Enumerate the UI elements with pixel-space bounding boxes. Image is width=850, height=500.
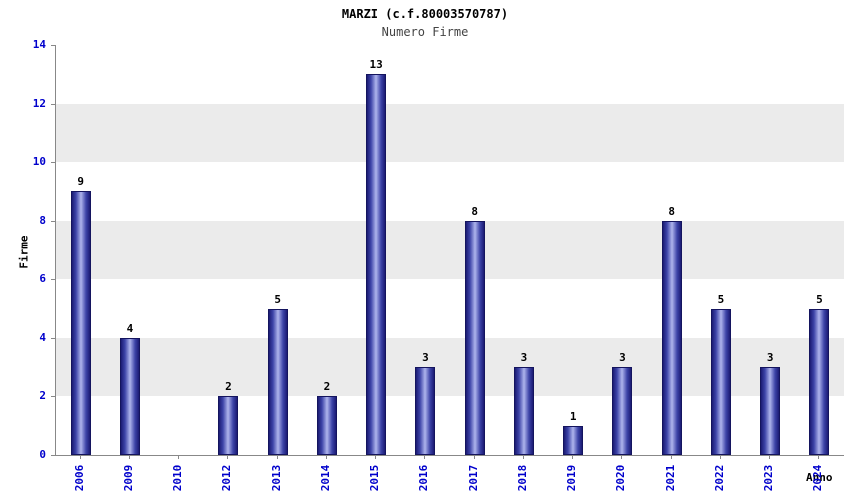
bar-value-label: 3: [422, 351, 429, 365]
bar-2018: [513, 367, 534, 455]
x-tick-label: 2010: [171, 464, 185, 492]
y-axis-title: Firme: [17, 235, 31, 269]
bar-2019: [563, 425, 584, 455]
x-tick-mark: [424, 456, 426, 459]
y-tick-mark: [51, 396, 55, 398]
x-tick-label: 2016: [417, 464, 431, 492]
x-tick-label: 2009: [121, 464, 135, 492]
y-tick-label: 0: [39, 448, 46, 461]
x-tick-label: 2023: [762, 464, 776, 492]
bar-value-label: 13: [369, 58, 383, 72]
bar-2016: [415, 367, 436, 455]
x-tick-mark: [375, 456, 377, 459]
y-tick-mark: [51, 455, 55, 456]
bar-value-label: 2: [225, 380, 232, 394]
plot-band: [56, 103, 844, 163]
bar-2022: [710, 308, 731, 455]
x-tick-mark: [473, 456, 475, 459]
bar-2021: [661, 220, 682, 455]
chart-title: MARZI (c.f.80003570787): [341, 7, 509, 21]
y-tick-label: 2: [39, 389, 46, 403]
bar-value-label: 9: [77, 175, 84, 189]
bar-value-label: 3: [619, 351, 626, 365]
bar-value-label: 4: [126, 321, 134, 335]
plot-band: [56, 220, 844, 280]
bar-value-label: 2: [323, 380, 331, 394]
bar-2013: [267, 308, 288, 455]
x-tick-mark: [670, 456, 672, 459]
y-tick-label: 14: [32, 38, 46, 51]
x-tick-mark: [325, 456, 327, 459]
bar-2024: [809, 308, 830, 455]
y-tick-label: 6: [39, 272, 46, 286]
x-tick-mark: [769, 456, 771, 459]
bar-value-label: 1: [569, 409, 577, 423]
x-tick-label: 2017: [466, 464, 480, 492]
x-axis-title: Anno: [806, 471, 833, 484]
x-tick-mark: [178, 456, 180, 459]
x-tick-mark: [79, 456, 81, 459]
x-tick-mark: [572, 456, 574, 459]
bar-value-label: 5: [816, 292, 823, 306]
bar-2006: [70, 191, 91, 455]
x-tick-mark: [227, 456, 229, 459]
bar-value-label: 3: [520, 351, 528, 365]
bar-2020: [612, 367, 633, 455]
x-tick-label: 2006: [72, 464, 86, 492]
x-tick-label: 2024: [811, 464, 825, 492]
bar-2014: [316, 396, 337, 455]
plot-band: [56, 45, 844, 104]
x-tick-label: 2018: [515, 464, 529, 492]
bar-value-label: 8: [471, 204, 478, 218]
chart-subtitle: Numero Firme: [381, 25, 469, 39]
plot-band: [56, 162, 844, 221]
x-tick-mark: [818, 456, 820, 459]
x-tick-mark: [276, 456, 278, 459]
x-tick-label: 2019: [565, 464, 579, 492]
bar-value-label: 8: [668, 204, 675, 218]
x-tick-label: 2022: [712, 464, 726, 492]
bar-2009: [119, 337, 140, 455]
x-tick-mark: [719, 456, 721, 459]
x-tick-label: 2012: [220, 464, 234, 492]
bar-2012: [218, 396, 239, 455]
x-tick-label: 2021: [663, 464, 677, 492]
bar-value-label: 3: [766, 351, 774, 365]
bar-2017: [464, 220, 485, 455]
bar-value-label: 5: [717, 292, 725, 306]
y-tick-mark: [51, 220, 55, 222]
bar-2015: [366, 74, 387, 455]
x-tick-mark: [522, 456, 524, 459]
bar-2023: [760, 367, 781, 455]
y-tick-label: 10: [32, 155, 46, 169]
x-tick-label: 2020: [614, 464, 628, 492]
x-tick-mark: [128, 456, 130, 459]
y-tick-label: 8: [39, 213, 46, 227]
y-tick-mark: [51, 103, 55, 105]
y-tick-mark: [51, 162, 55, 164]
x-tick-label: 2014: [318, 464, 332, 492]
x-tick-mark: [621, 456, 623, 459]
y-tick-mark: [51, 45, 55, 46]
y-tick-mark: [51, 279, 55, 281]
bar-value-label: 5: [274, 292, 281, 306]
x-tick-label: 2013: [269, 464, 283, 492]
y-tick-label: 12: [32, 96, 46, 110]
y-tick-mark: [51, 337, 55, 339]
y-tick-label: 4: [39, 330, 46, 344]
plot-area: 9 4 2 5 2 13 3 8 3 1 3 8 5 3 5: [55, 45, 844, 456]
x-tick-label: 2015: [368, 464, 382, 492]
